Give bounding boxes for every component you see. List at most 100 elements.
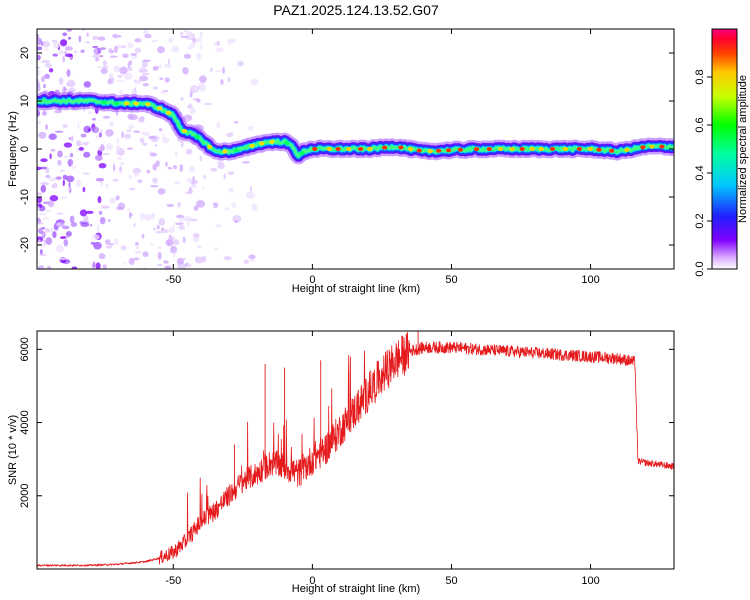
spectrogram-noise-blob xyxy=(134,80,141,85)
spectrogram-noise-blob xyxy=(90,224,93,227)
spectrogram-noise-blob xyxy=(68,137,71,140)
spectrogram-peak-dot xyxy=(284,141,290,145)
colorbar-tick-label: 0.4 xyxy=(694,165,706,180)
spectrogram-peak-dot xyxy=(299,151,305,156)
spectrogram-noise-blob xyxy=(152,163,157,171)
spectrogram-noise-blob xyxy=(178,225,185,230)
spectrogram-noise-blob xyxy=(62,179,65,187)
spectrogram-peak-dot xyxy=(587,147,593,151)
spectrogram-noise-blob xyxy=(52,53,59,57)
spectrogram-noise-blob xyxy=(69,215,75,224)
snr-x-tick-label: -50 xyxy=(165,575,181,587)
spectrogram-noise-blob xyxy=(204,102,212,106)
spectrogram-noise-blob xyxy=(98,210,103,215)
spectrogram-x-tick-label: 0 xyxy=(309,274,315,286)
spectrogram-noise-blob xyxy=(127,42,134,48)
spectrogram-noise-blob xyxy=(196,98,201,103)
spectrogram-noise-blob xyxy=(45,237,53,245)
spectrogram-noise-blob xyxy=(49,153,52,160)
spectrogram-noise-blob xyxy=(142,142,148,146)
spectrogram-noise-blob xyxy=(105,245,113,249)
colorbar-label: Normalized spectral amplitude xyxy=(737,75,749,223)
spectrogram-noise-blob xyxy=(78,146,85,151)
spectrogram-noise-blob xyxy=(95,177,105,182)
spectrogram-noise-blob xyxy=(159,77,164,81)
spectrogram-peak-dot xyxy=(269,139,275,144)
spectrogram-noise-blob xyxy=(152,227,157,231)
spectrogram-noise-blob xyxy=(143,213,152,221)
spectrogram-noise-blob xyxy=(70,222,78,227)
spectrogram-noise-blob xyxy=(113,45,119,53)
spectrogram-noise-blob xyxy=(65,231,72,237)
spectrogram-noise-blob xyxy=(40,158,48,163)
spectrogram-noise-blob xyxy=(183,29,189,34)
spectrogram-noise-blob xyxy=(121,130,124,139)
spectrogram-noise-blob xyxy=(92,54,99,58)
spectrogram-noise-blob xyxy=(64,50,67,56)
snr-y-tick-label: 4000 xyxy=(19,410,31,434)
spectrogram-cloud xyxy=(37,29,259,269)
spectrogram-noise-blob xyxy=(196,199,205,208)
colorbar-tick-label: 0.8 xyxy=(694,69,706,84)
spectrogram-noise-blob xyxy=(199,31,203,37)
spectrogram-noise-blob xyxy=(80,49,85,53)
spectrogram-peak-dot xyxy=(446,148,452,153)
spectrogram-noise-blob xyxy=(37,196,43,204)
spectrogram-noise-blob xyxy=(189,165,195,172)
spectrogram-peak-dot xyxy=(596,147,602,152)
spectrogram-noise-blob xyxy=(242,161,250,164)
spectrogram-noise-blob xyxy=(155,230,165,234)
spectrogram-y-tick-label: 0 xyxy=(19,146,31,152)
spectrogram-noise-blob xyxy=(138,117,145,123)
spectrogram-noise-blob xyxy=(189,218,198,222)
spectrogram-noise-blob xyxy=(58,257,68,261)
spectrogram-noise-blob xyxy=(37,66,40,69)
spectrogram-noise-blob xyxy=(119,167,122,171)
spectrogram-noise-blob xyxy=(143,131,151,137)
spectrogram-noise-blob xyxy=(234,219,238,223)
spectrogram-noise-blob xyxy=(49,195,59,202)
spectrogram-noise-blob xyxy=(37,34,40,39)
spectrogram-noise-blob xyxy=(99,47,107,50)
spectrogram-noise-blob xyxy=(67,36,72,40)
spectrogram-noise-blob xyxy=(157,188,166,195)
spectrogram-noise-blob xyxy=(176,214,185,219)
spectrogram-noise-blob xyxy=(40,249,43,255)
spectrogram-noise-blob xyxy=(92,261,96,269)
spectrogram-noise-blob xyxy=(134,47,141,54)
spectrogram-peak-dot xyxy=(576,147,583,151)
spectrogram-peak-dot xyxy=(165,110,171,115)
spectrogram-peak-dot xyxy=(509,147,515,151)
spectrogram-noise-blob xyxy=(141,72,150,76)
spectrogram-noise-blob xyxy=(177,201,181,208)
spectrogram-noise-blob xyxy=(166,203,175,208)
spectrogram-noise-blob xyxy=(112,179,119,182)
spectrogram-noise-blob xyxy=(195,256,204,264)
spectrogram-noise-blob xyxy=(63,239,69,247)
spectrogram-noise-blob xyxy=(62,55,66,63)
spectrogram-noise-blob xyxy=(37,120,41,125)
spectrogram-noise-blob xyxy=(57,150,63,158)
spectrogram-noise-blob xyxy=(59,163,63,167)
spectrogram-peak-dot xyxy=(124,101,130,106)
spectrogram-noise-blob xyxy=(45,124,48,130)
spectrogram-noise-blob xyxy=(249,185,253,193)
spectrogram-noise-blob xyxy=(237,60,244,67)
spectrogram-peak-dot xyxy=(407,147,414,152)
spectrogram-noise-blob xyxy=(45,209,52,213)
spectrogram-noise-blob xyxy=(59,236,67,239)
spectrogram-noise-blob xyxy=(97,36,106,41)
spectrogram-noise-blob xyxy=(83,151,91,158)
spectrogram-noise-blob xyxy=(160,89,166,95)
spectrogram-noise-blob xyxy=(224,207,230,211)
spectrogram-noise-blob xyxy=(223,256,232,261)
spectrogram-noise-blob xyxy=(137,79,145,82)
spectrogram-noise-blob xyxy=(41,227,46,230)
snr-x-tick-label: 0 xyxy=(309,575,315,587)
spectrogram-noise-blob xyxy=(115,80,125,83)
spectrogram-noise-blob xyxy=(38,253,47,257)
spectrogram-noise-blob xyxy=(37,261,41,264)
spectrogram-panel: -50 0 50 100 -20 -10 0 10 20 Height of straight… xyxy=(7,28,675,295)
colorbar-ticks: 0.0 0.2 0.4 0.6 0.8 xyxy=(694,69,712,277)
spectrogram-noise-blob xyxy=(94,154,103,161)
